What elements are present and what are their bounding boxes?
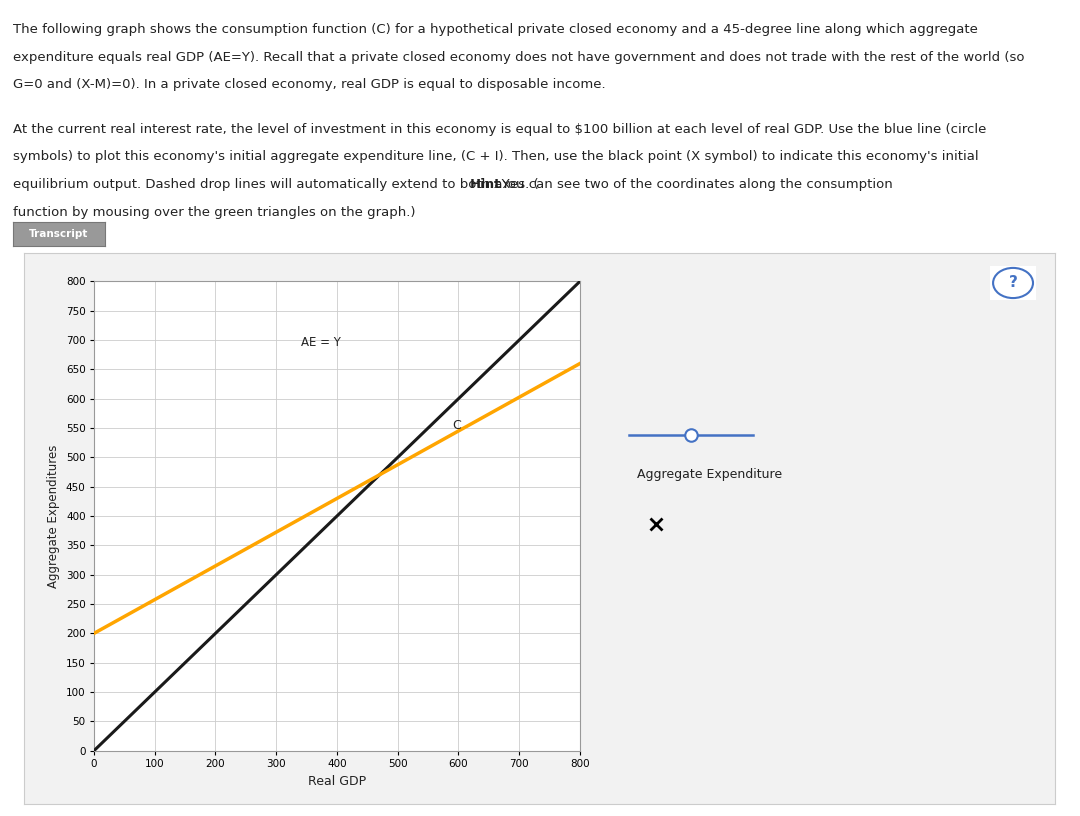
Text: AE = Y: AE = Y xyxy=(300,336,340,349)
Text: Transcript: Transcript xyxy=(29,229,89,239)
Text: The following graph shows the consumption function (C) for a hypothetical privat: The following graph shows the consumptio… xyxy=(13,23,977,36)
Text: ?: ? xyxy=(1009,276,1017,290)
Text: G=0 and (X-M)=0). In a private closed economy, real GDP is equal to disposable i: G=0 and (X-M)=0). In a private closed ec… xyxy=(13,78,606,91)
X-axis label: Real GDP: Real GDP xyxy=(308,774,366,787)
Text: Hint: Hint xyxy=(470,178,501,191)
Text: C: C xyxy=(453,419,461,432)
Y-axis label: Aggregate Expenditures: Aggregate Expenditures xyxy=(48,445,60,588)
Text: symbols) to plot this economy's initial aggregate expenditure line, (C + I). The: symbols) to plot this economy's initial … xyxy=(13,150,978,163)
Text: : You can see two of the coordinates along the consumption: : You can see two of the coordinates alo… xyxy=(492,178,892,191)
Text: At the current real interest rate, the level of investment in this economy is eq: At the current real interest rate, the l… xyxy=(13,122,986,135)
Text: equilibrium output. Dashed drop lines will automatically extend to both axes. (: equilibrium output. Dashed drop lines wi… xyxy=(13,178,539,191)
Text: expenditure equals real GDP (AE=Y). Recall that a private closed economy does no: expenditure equals real GDP (AE=Y). Reca… xyxy=(13,51,1025,64)
Text: Aggregate Expenditure: Aggregate Expenditure xyxy=(637,468,782,481)
Text: function by mousing over the green triangles on the graph.): function by mousing over the green trian… xyxy=(13,206,416,219)
